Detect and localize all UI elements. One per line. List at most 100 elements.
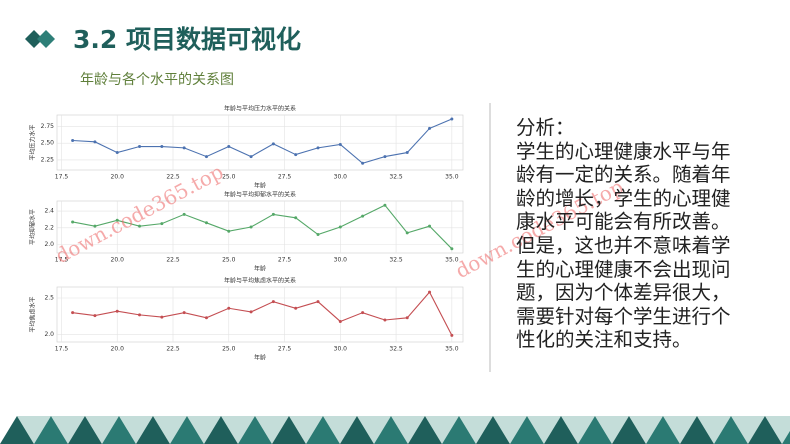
data-point [316,146,320,150]
analysis-text: 学生的心理健康水平与年龄有一定的关系。随着年龄的增长，学生的心理健康水平可能会有… [516,139,731,352]
footer-triangle [663,416,697,444]
data-point [204,221,208,225]
footer-triangle [340,416,374,444]
y-axis-label: 平均压力水平 [29,124,37,160]
footer-triangle [391,416,425,444]
data-point [182,212,186,216]
data-point [294,216,298,220]
footer-triangle [748,416,782,444]
x-tick-label: 25.0 [222,257,236,264]
data-point [160,315,164,319]
chart-title: 年龄与平均压力水平的关系 [224,105,296,113]
footer-triangle [68,416,102,444]
data-point [93,140,97,144]
data-point [428,126,432,130]
footer-triangle [238,416,272,444]
data-point [338,319,342,323]
x-tick-label: 22.5 [166,346,180,353]
footer-triangle [187,416,221,444]
data-point [227,145,231,149]
data-point [249,310,253,314]
footer-triangle [255,416,289,444]
footer-triangle [680,416,714,444]
footer-triangle [578,416,612,444]
data-point [383,203,387,207]
y-axis-label: 平均抑郁水平 [29,209,37,245]
data-point [450,247,454,251]
footer-triangle [204,416,238,444]
data-point [316,233,320,237]
data-point [361,214,365,218]
x-tick-label: 35.0 [445,174,459,181]
data-point [361,161,365,165]
x-tick-label: 32.5 [389,174,403,181]
x-tick-label: 27.5 [278,174,292,181]
data-point [428,224,432,228]
x-tick-label: 30.0 [334,346,348,353]
slide-title: 3.2 项目数据可视化 [73,25,301,54]
footer-triangle [119,416,153,444]
footer-triangle [765,416,790,444]
footer-triangle [323,416,357,444]
data-point [160,222,164,226]
footer-triangle [595,416,629,444]
x-tick-label: 20.0 [111,346,125,353]
x-tick-label: 22.5 [166,174,180,181]
footer-triangle [476,416,510,444]
footer-triangle [17,416,51,444]
x-tick-label: 30.0 [334,257,348,264]
data-point [428,290,432,294]
y-tick-label: 2.0 [44,241,54,248]
footer-triangle [493,416,527,444]
data-point [316,300,320,304]
footer-triangle [221,416,255,444]
footer-triangle [170,416,204,444]
x-tick-label: 35.0 [445,346,459,353]
footer-triangle [510,416,544,444]
data-point [182,311,186,315]
data-point [204,316,208,320]
x-tick-label: 17.5 [55,257,69,264]
data-point [182,146,186,150]
x-tick-label: 22.5 [166,257,180,264]
y-tick-label: 2.4 [44,208,54,215]
data-point [71,311,75,315]
data-point [93,224,97,228]
analysis-heading: 分析： [516,116,575,139]
footer-triangle [714,416,748,444]
footer-triangle [697,416,731,444]
x-tick-label: 20.0 [111,257,125,264]
x-tick-label: 35.0 [445,257,459,264]
y-tick-label: 2.25 [41,156,55,163]
x-tick-label: 32.5 [389,346,403,353]
plot-area [56,286,464,343]
data-line [72,118,453,164]
y-tick-label: 2.2 [44,224,54,231]
data-point [338,225,342,229]
x-tick-label: 20.0 [111,174,125,181]
data-point [115,218,119,222]
footer-triangle [136,416,170,444]
x-tick-label: 27.5 [278,346,292,353]
footer-triangle [544,416,578,444]
y-tick-label: 2.0 [44,331,54,338]
data-point [338,143,342,147]
chart-title: 年龄与平均抑郁水平的关系 [224,191,296,199]
data-point [138,313,142,317]
data-point [405,231,409,235]
title-icon [25,30,55,48]
data-point [405,151,409,155]
footer-triangle [85,416,119,444]
plot-area [56,114,464,171]
footer-triangle [153,416,187,444]
x-axis-label: 年龄 [254,354,266,362]
slide-subtitle: 年龄与各个水平的关系图 [80,72,234,88]
data-point [294,306,298,310]
y-tick-label: 2.50 [41,140,55,147]
data-point [271,212,275,216]
data-point [450,117,454,121]
data-point [249,225,253,229]
